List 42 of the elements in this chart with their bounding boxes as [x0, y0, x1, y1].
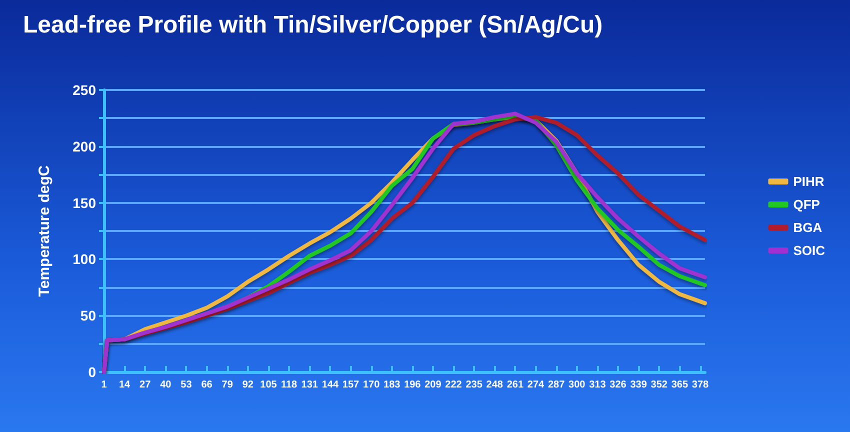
y-tick-label: 100: [72, 251, 96, 268]
x-tick-label: 274: [527, 380, 545, 390]
x-tick-label: 222: [445, 380, 462, 390]
legend-label: QFP: [793, 197, 820, 212]
chart-title: Lead-free Profile with Tin/Silver/Copper (Sn/Ag/Cu): [23, 12, 603, 38]
y-tick-label: 150: [72, 194, 96, 211]
x-tick-label: 66: [201, 380, 213, 390]
x-tick-label: 378: [692, 380, 710, 390]
x-tick-label: 144: [322, 380, 339, 390]
x-tick-label: 352: [650, 380, 668, 390]
x-tick-label: 157: [342, 380, 360, 390]
y-tick-label: 200: [72, 138, 96, 154]
x-tick-label: 365: [671, 380, 688, 390]
x-tick-label: 261: [506, 380, 524, 390]
x-tick-label: 105: [260, 380, 278, 390]
x-tick-label: 131: [301, 380, 318, 390]
x-tick-label: 209: [424, 380, 442, 390]
x-tick-label: 313: [589, 380, 606, 390]
x-tick-label: 79: [222, 380, 234, 390]
x-tick-label: 27: [140, 380, 152, 390]
legend-label: SOIC: [793, 243, 826, 258]
y-tick-label: 250: [72, 82, 96, 98]
x-tick-label: 40: [160, 380, 172, 390]
x-tick-label: 1: [101, 380, 108, 390]
x-tick-label: 300: [568, 380, 586, 390]
x-tick-label: 248: [486, 380, 504, 390]
x-tick-label: 14: [119, 380, 131, 390]
x-tick-label: 183: [384, 380, 401, 390]
legend-label: PIHR: [793, 174, 825, 189]
x-tick-label: 118: [280, 380, 298, 390]
y-tick-label: 0: [88, 364, 96, 380]
y-axis-title: Temperature degC: [36, 165, 53, 297]
legend-label: BGA: [793, 220, 823, 235]
x-tick-label: 235: [466, 380, 483, 390]
x-tick-label: 339: [630, 380, 648, 390]
y-tick-label: 50: [80, 308, 96, 324]
x-tick-label: 287: [548, 380, 566, 390]
x-tick-label: 326: [610, 380, 627, 390]
x-tick-label: 170: [362, 380, 380, 390]
x-tick-label: 196: [404, 380, 422, 390]
x-tick-label: 92: [242, 380, 254, 390]
x-tick-label: 53: [180, 380, 192, 390]
